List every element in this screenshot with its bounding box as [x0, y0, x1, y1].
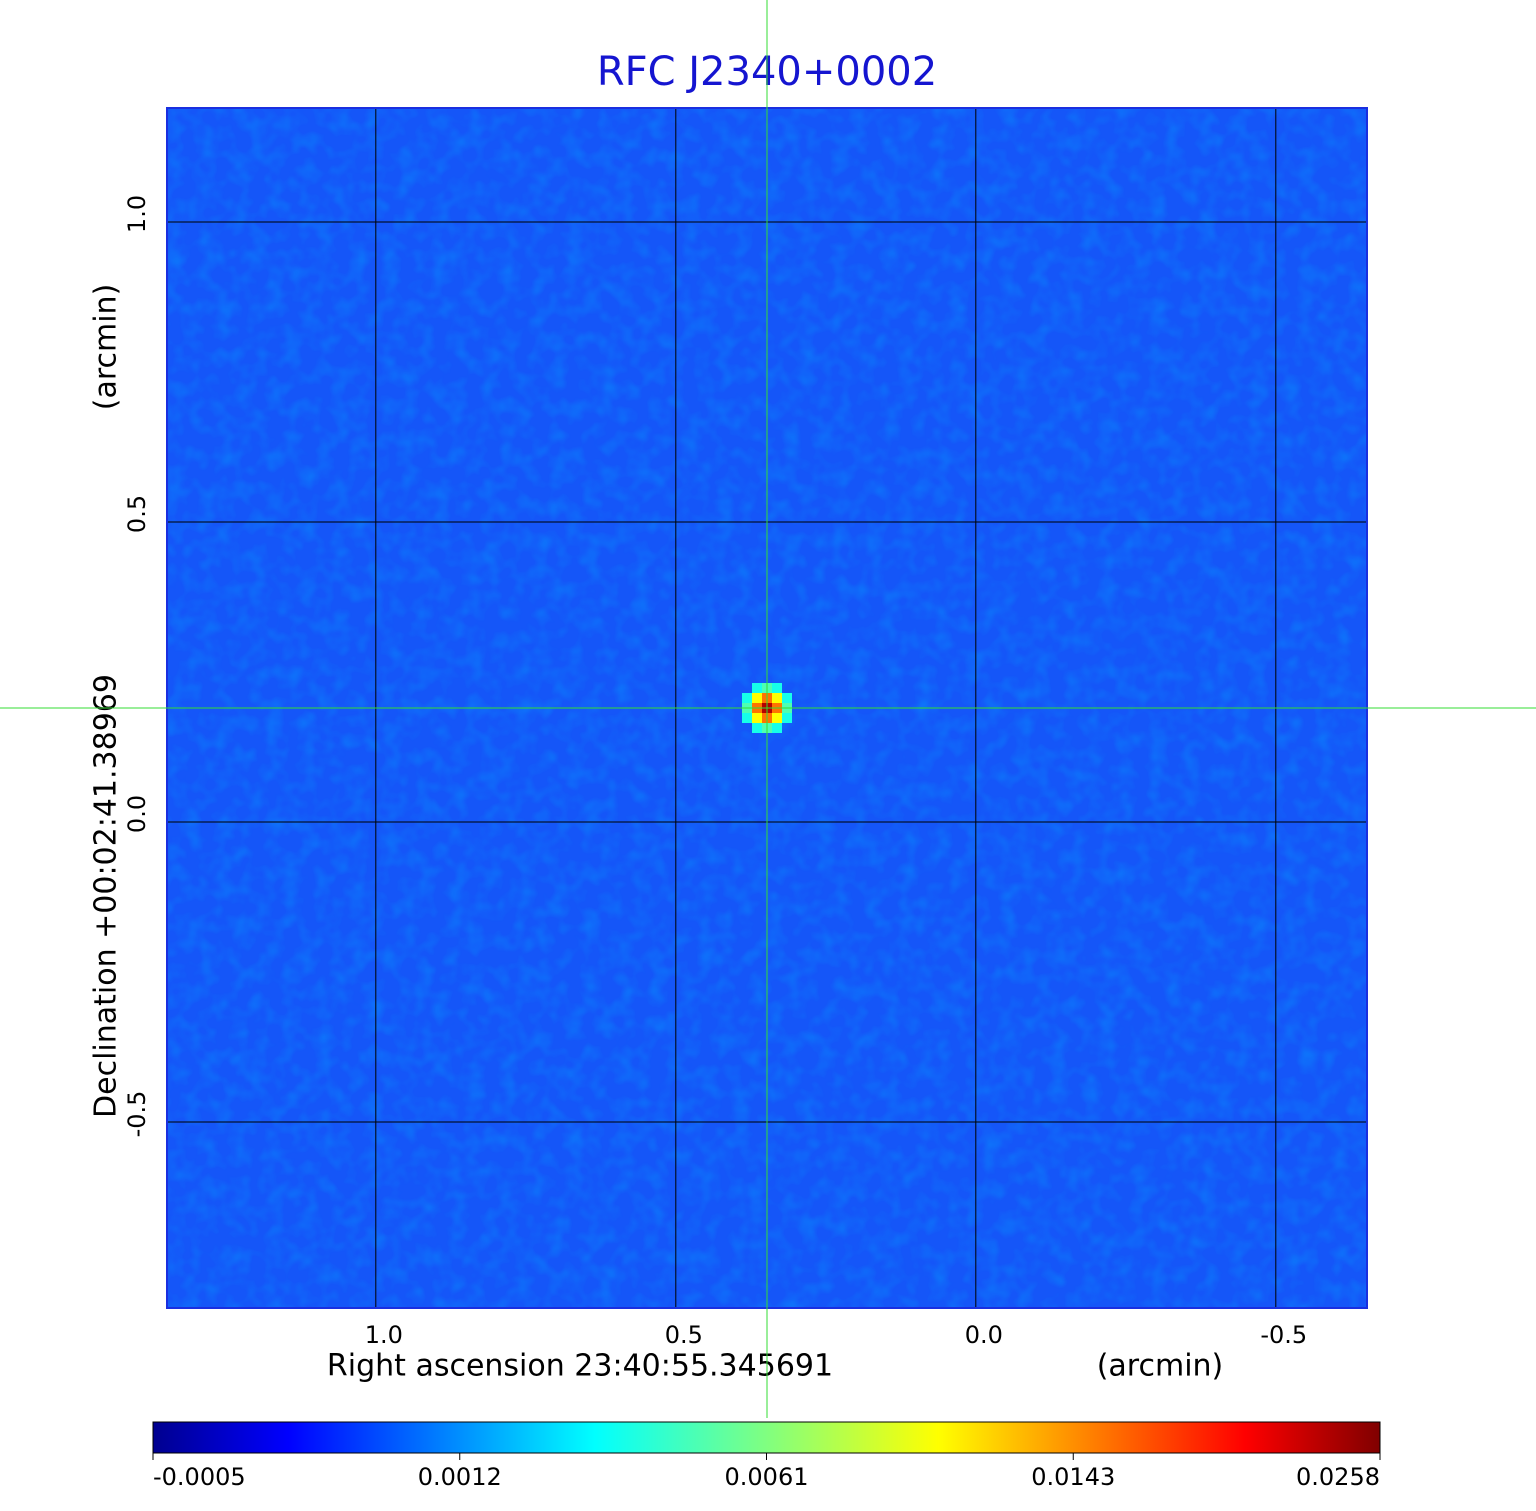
x-tick-label: 0.0 — [965, 1321, 1003, 1349]
x-axis-label: Right ascension 23:40:55.345691 — [327, 1349, 833, 1384]
colorbar-tick-label: 0.0143 — [1031, 1463, 1115, 1491]
source-pixel — [752, 713, 762, 723]
y-tick-label: -0.5 — [123, 1091, 151, 1138]
colorbar-tick-label: 0.0012 — [418, 1463, 502, 1491]
colorbar-tick-label: 0.0258 — [1296, 1463, 1380, 1491]
source-pixel — [752, 723, 762, 733]
source-pixel — [742, 713, 752, 723]
source-pixel — [772, 683, 782, 693]
x-tick-label: -0.5 — [1260, 1321, 1307, 1349]
source-pixel — [752, 683, 762, 693]
y-axis-unit: (arcmin) — [89, 284, 124, 411]
y-tick-label: 0.0 — [123, 795, 151, 833]
y-tick-label: 0.5 — [123, 495, 151, 533]
source-pixel — [772, 713, 782, 723]
x-tick-label: 0.5 — [665, 1321, 703, 1349]
colorbar — [152, 1421, 1381, 1454]
colorbar-tick-label: -0.0005 — [153, 1463, 246, 1491]
y-tick-label: 1.0 — [123, 195, 151, 233]
colorbar-tick-label: 0.0061 — [725, 1463, 809, 1491]
source-pixel — [782, 693, 792, 703]
source-pixel — [782, 713, 792, 723]
x-tick-label: 1.0 — [365, 1321, 403, 1349]
x-axis-unit: (arcmin) — [1097, 1349, 1224, 1384]
source-pixel — [742, 693, 752, 703]
source-pixel — [772, 723, 782, 733]
source-pixel — [772, 693, 782, 703]
y-axis-label: Declination +00:02:41.38969 — [89, 674, 124, 1118]
source-pixel — [752, 693, 762, 703]
